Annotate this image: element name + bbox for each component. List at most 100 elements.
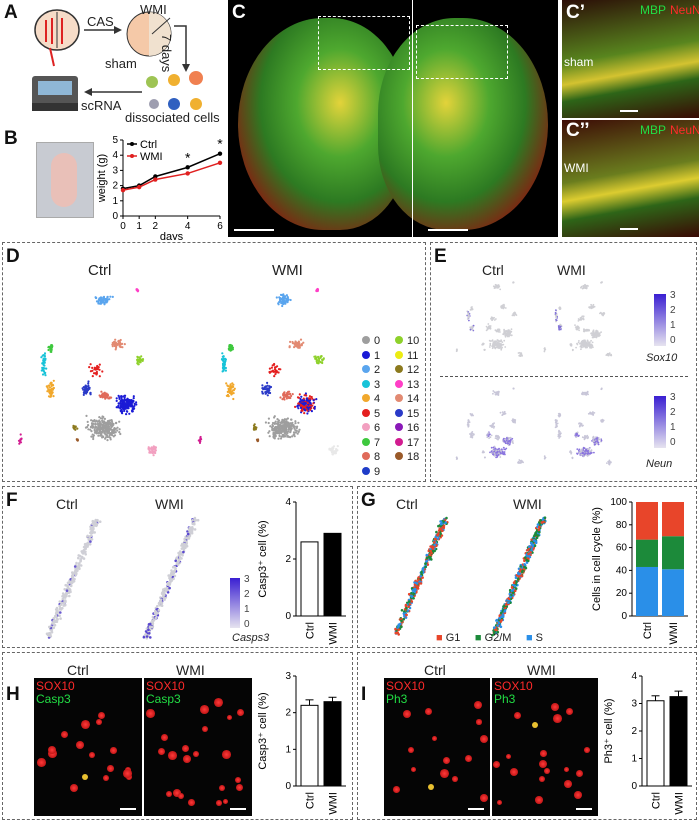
umap-point xyxy=(498,436,501,439)
umap-point xyxy=(193,528,197,531)
umap-point xyxy=(555,313,558,316)
umap-point xyxy=(586,329,589,331)
umap-point xyxy=(511,437,514,440)
cluster-swatch xyxy=(395,394,403,402)
umap-point xyxy=(424,565,427,569)
scale-bar xyxy=(576,808,592,810)
umap-point xyxy=(513,420,516,422)
panel-c2-label: C’’ xyxy=(566,120,590,141)
cluster-legend-label: 6 xyxy=(374,422,381,434)
umap-point xyxy=(596,438,599,440)
umap-point xyxy=(166,591,170,594)
umap-point xyxy=(436,537,440,540)
umap-point xyxy=(489,327,491,330)
bar-wmi xyxy=(323,532,342,617)
cell-nucleus xyxy=(425,708,433,716)
sox10-label: SOX10 xyxy=(36,679,75,693)
umap-point xyxy=(88,366,91,369)
cell-nucleus xyxy=(173,789,181,797)
umap-point xyxy=(132,397,135,400)
cell-nucleus xyxy=(223,799,229,805)
umap-point xyxy=(298,393,301,396)
umap-point xyxy=(264,421,267,424)
umap-point xyxy=(115,397,118,400)
umap-point xyxy=(63,603,67,607)
umap-point xyxy=(139,357,142,360)
umap-point xyxy=(523,563,526,566)
umap-point xyxy=(95,300,99,303)
umap-point xyxy=(586,346,588,349)
umap-point xyxy=(487,323,490,325)
umap-point xyxy=(590,332,593,335)
umap-point xyxy=(586,344,589,346)
sham-label: sham xyxy=(564,55,594,69)
umap-point xyxy=(173,574,177,578)
umap-point xyxy=(560,432,562,435)
umap-point xyxy=(148,449,151,452)
umap-point xyxy=(198,441,202,444)
umap-point xyxy=(579,451,582,454)
umap-point xyxy=(169,575,172,578)
x-tick-label: 4 xyxy=(185,221,191,232)
cluster-legend-label: 13 xyxy=(407,378,420,391)
umap-point xyxy=(192,521,196,525)
umap-point xyxy=(509,330,511,332)
umap-point xyxy=(517,574,520,578)
expression-scale xyxy=(654,294,666,346)
umap-point xyxy=(271,421,275,425)
umap-point xyxy=(73,572,77,575)
umap-point xyxy=(52,384,55,387)
umap-point xyxy=(230,391,233,394)
umap-point xyxy=(523,565,526,569)
umap-point xyxy=(61,592,65,595)
umap-point xyxy=(152,454,155,457)
cluster-swatch xyxy=(362,466,370,475)
umap-point xyxy=(405,613,408,617)
scale-tick-label: 2 xyxy=(244,589,250,600)
umap-point xyxy=(267,421,270,425)
umap-point xyxy=(509,442,511,444)
gene-label-neun: Neun xyxy=(646,458,673,470)
dissociated-label: dissociated cells xyxy=(125,110,220,125)
umap-point xyxy=(83,391,86,394)
umap-point xyxy=(100,394,103,397)
umap-point xyxy=(273,362,276,366)
umap-point xyxy=(518,569,522,573)
umap-point xyxy=(101,417,104,420)
umap-point xyxy=(580,348,582,351)
umap-point xyxy=(41,362,44,365)
cell-nucleus xyxy=(514,712,522,720)
umap-point xyxy=(274,370,277,373)
umap-point xyxy=(520,574,523,577)
umap-point xyxy=(156,604,159,608)
umap-point xyxy=(485,434,488,437)
sox10-ph3-ctrl-image xyxy=(384,678,490,816)
umap-point xyxy=(49,392,52,395)
umap-point xyxy=(182,550,185,554)
umap-point xyxy=(524,556,527,559)
umap-point xyxy=(591,306,593,309)
umap-point xyxy=(467,420,470,422)
umap-point xyxy=(296,432,299,435)
cell-nucleus xyxy=(510,768,518,776)
umap-point xyxy=(43,361,46,364)
umap-point xyxy=(294,420,297,423)
cell-nucleus xyxy=(98,712,106,720)
umap-point xyxy=(580,286,582,289)
umap-point xyxy=(294,340,297,343)
umap-point xyxy=(159,598,163,601)
umap-point xyxy=(288,393,292,396)
umap-point xyxy=(191,519,194,522)
umap-point xyxy=(151,621,154,625)
y-tick-label: 20 xyxy=(616,588,628,599)
umap-point xyxy=(228,391,231,394)
umap-point xyxy=(94,422,97,425)
umap-point xyxy=(424,562,427,565)
umap-point xyxy=(499,625,503,629)
umap-point xyxy=(584,339,586,342)
umap-point xyxy=(309,402,312,405)
umap-point xyxy=(117,404,120,407)
umap-point xyxy=(289,422,292,425)
umap-point xyxy=(128,403,131,406)
